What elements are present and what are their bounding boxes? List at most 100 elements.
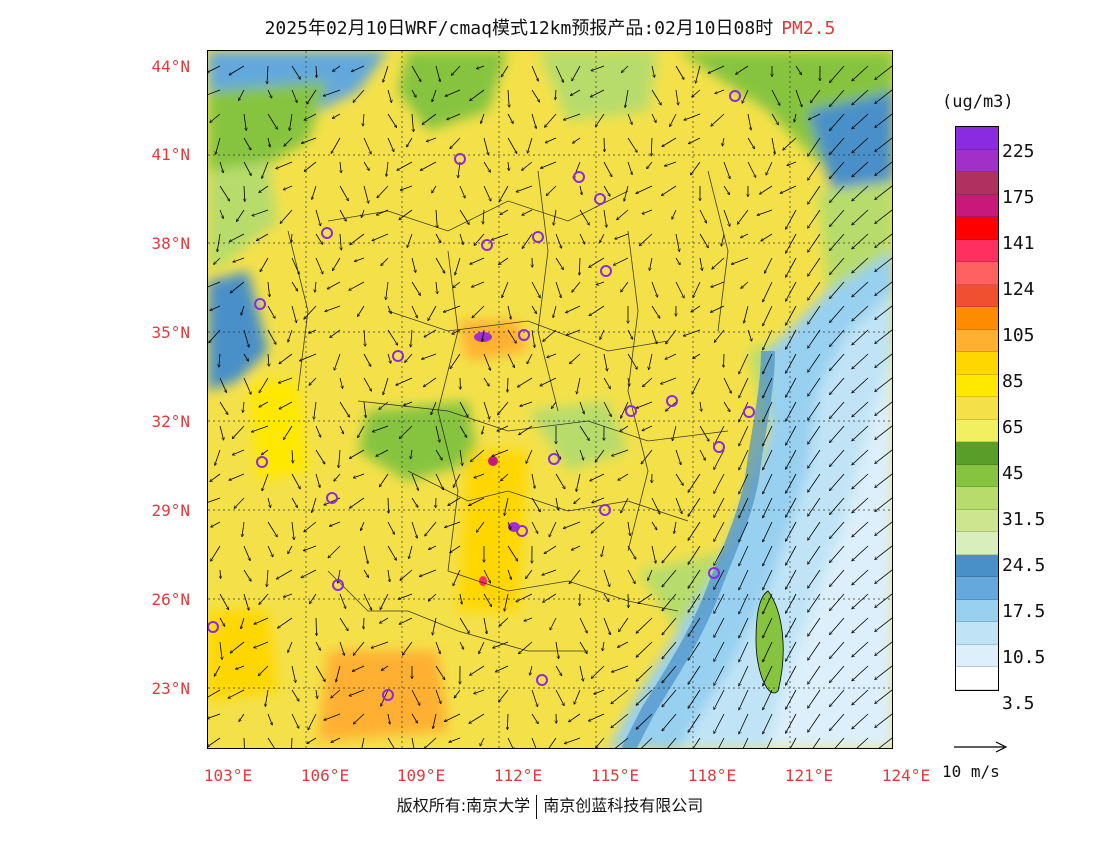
wind-arrow xyxy=(808,137,821,156)
wind-arrow xyxy=(852,545,869,561)
wind-arrow xyxy=(830,257,845,275)
wind-arrow xyxy=(662,689,677,707)
wind-arrow xyxy=(299,353,317,361)
wind-arrow xyxy=(361,737,365,748)
wind-arrow xyxy=(267,65,268,84)
wind-arrow xyxy=(435,689,441,704)
wind-arrow xyxy=(786,209,797,229)
wind-arrow xyxy=(636,689,653,705)
wind-arrow xyxy=(519,425,533,435)
wind-arrow xyxy=(688,521,701,540)
wind-arrow xyxy=(691,161,701,175)
wind-arrow xyxy=(530,665,533,675)
wind-arrow xyxy=(259,185,269,193)
legend-swatch xyxy=(956,599,998,622)
wind-arrow xyxy=(219,353,220,367)
wind-arrow xyxy=(786,257,797,277)
city-marker xyxy=(321,227,333,239)
wind-arrow xyxy=(763,521,773,542)
wind-arrow xyxy=(493,641,509,648)
wind-arrow xyxy=(766,161,773,175)
wind-arrow xyxy=(617,641,629,647)
wind-arrow xyxy=(407,233,413,248)
wind-arrow xyxy=(611,713,629,728)
wind-arrow xyxy=(284,425,293,440)
wind-arrow xyxy=(662,641,677,659)
wind-arrow xyxy=(396,377,413,385)
city-marker xyxy=(594,193,606,205)
wind-arrow xyxy=(573,137,581,143)
city-marker xyxy=(254,298,266,310)
wind-arrow xyxy=(243,377,251,394)
wind-arrow xyxy=(278,617,293,628)
wind-arrow xyxy=(351,65,365,72)
wind-arrow xyxy=(312,185,317,200)
lat-label-29n: 29°N xyxy=(151,501,190,520)
wind-arrow xyxy=(498,401,509,415)
wind-arrow xyxy=(219,617,225,626)
legend-swatch xyxy=(956,667,998,690)
wind-arrow xyxy=(230,281,245,293)
wind-arrow xyxy=(251,425,269,432)
wind-arrow xyxy=(555,473,565,489)
wind-arrow xyxy=(353,473,365,478)
wind-arrow xyxy=(675,449,681,465)
wind-arrow xyxy=(338,569,341,583)
wind-arrow xyxy=(357,305,365,317)
wind-arrow xyxy=(411,521,417,538)
wind-arrow xyxy=(278,377,293,383)
wind-arrow xyxy=(875,185,892,200)
wind-arrow xyxy=(875,137,892,152)
wind-arrow xyxy=(808,617,821,636)
wind-arrow xyxy=(428,545,437,550)
wind-arrow xyxy=(353,89,365,102)
wind-arrow xyxy=(291,305,297,323)
legend-swatch xyxy=(956,577,998,600)
wind-arrow xyxy=(547,353,557,358)
wind-arrow xyxy=(301,137,317,143)
wind-arrow xyxy=(675,257,680,265)
wind-arrow xyxy=(507,545,518,561)
wind-arrow xyxy=(741,281,749,288)
wind-arrow xyxy=(875,161,892,176)
wind-arrow xyxy=(447,113,461,120)
wind-arrow xyxy=(852,713,869,729)
wind-arrow xyxy=(372,425,389,432)
wind-arrow xyxy=(621,281,629,292)
wind-arrow xyxy=(279,353,293,364)
wind-arrow xyxy=(875,257,892,272)
wind-arrow xyxy=(672,209,677,219)
legend-swatch xyxy=(956,262,998,285)
wind-arrow xyxy=(649,257,653,271)
wind-arrow xyxy=(699,209,707,223)
wind-arrow xyxy=(603,353,607,371)
wind-arrow xyxy=(763,401,773,422)
wind-arrow xyxy=(501,65,509,77)
lon-label-103e: 103°E xyxy=(203,766,253,785)
wind-arrow xyxy=(371,641,389,648)
legend-label: 24.5 xyxy=(1002,555,1046,576)
wind-arrow xyxy=(763,713,773,734)
wind-arrow xyxy=(627,353,637,369)
wind-arrow xyxy=(747,137,755,149)
legend-label: 65 xyxy=(1002,417,1024,438)
wind-arrow xyxy=(483,353,491,370)
wind-arrow xyxy=(603,161,612,177)
wind-arrow xyxy=(642,425,653,431)
legend-label: 225 xyxy=(1002,141,1035,162)
wind-arrow xyxy=(491,233,509,240)
wind-arrow xyxy=(642,377,653,387)
wind-arrow xyxy=(604,137,605,152)
legend-swatch xyxy=(956,554,998,577)
wind-arrow xyxy=(830,281,845,299)
wind-arrow xyxy=(444,713,461,722)
wind-arrow xyxy=(211,521,221,527)
wind-arrow xyxy=(267,89,272,98)
wind-arrow xyxy=(383,65,389,82)
wind-arrow xyxy=(332,65,341,71)
title-main: 2025年02月10日WRF/cmaq模式12km预报产品:02月10日08时 xyxy=(264,18,774,39)
wind-arrow xyxy=(243,161,251,176)
wind-arrow xyxy=(736,65,749,74)
wind-arrow xyxy=(232,425,245,439)
wind-arrow xyxy=(808,185,821,204)
